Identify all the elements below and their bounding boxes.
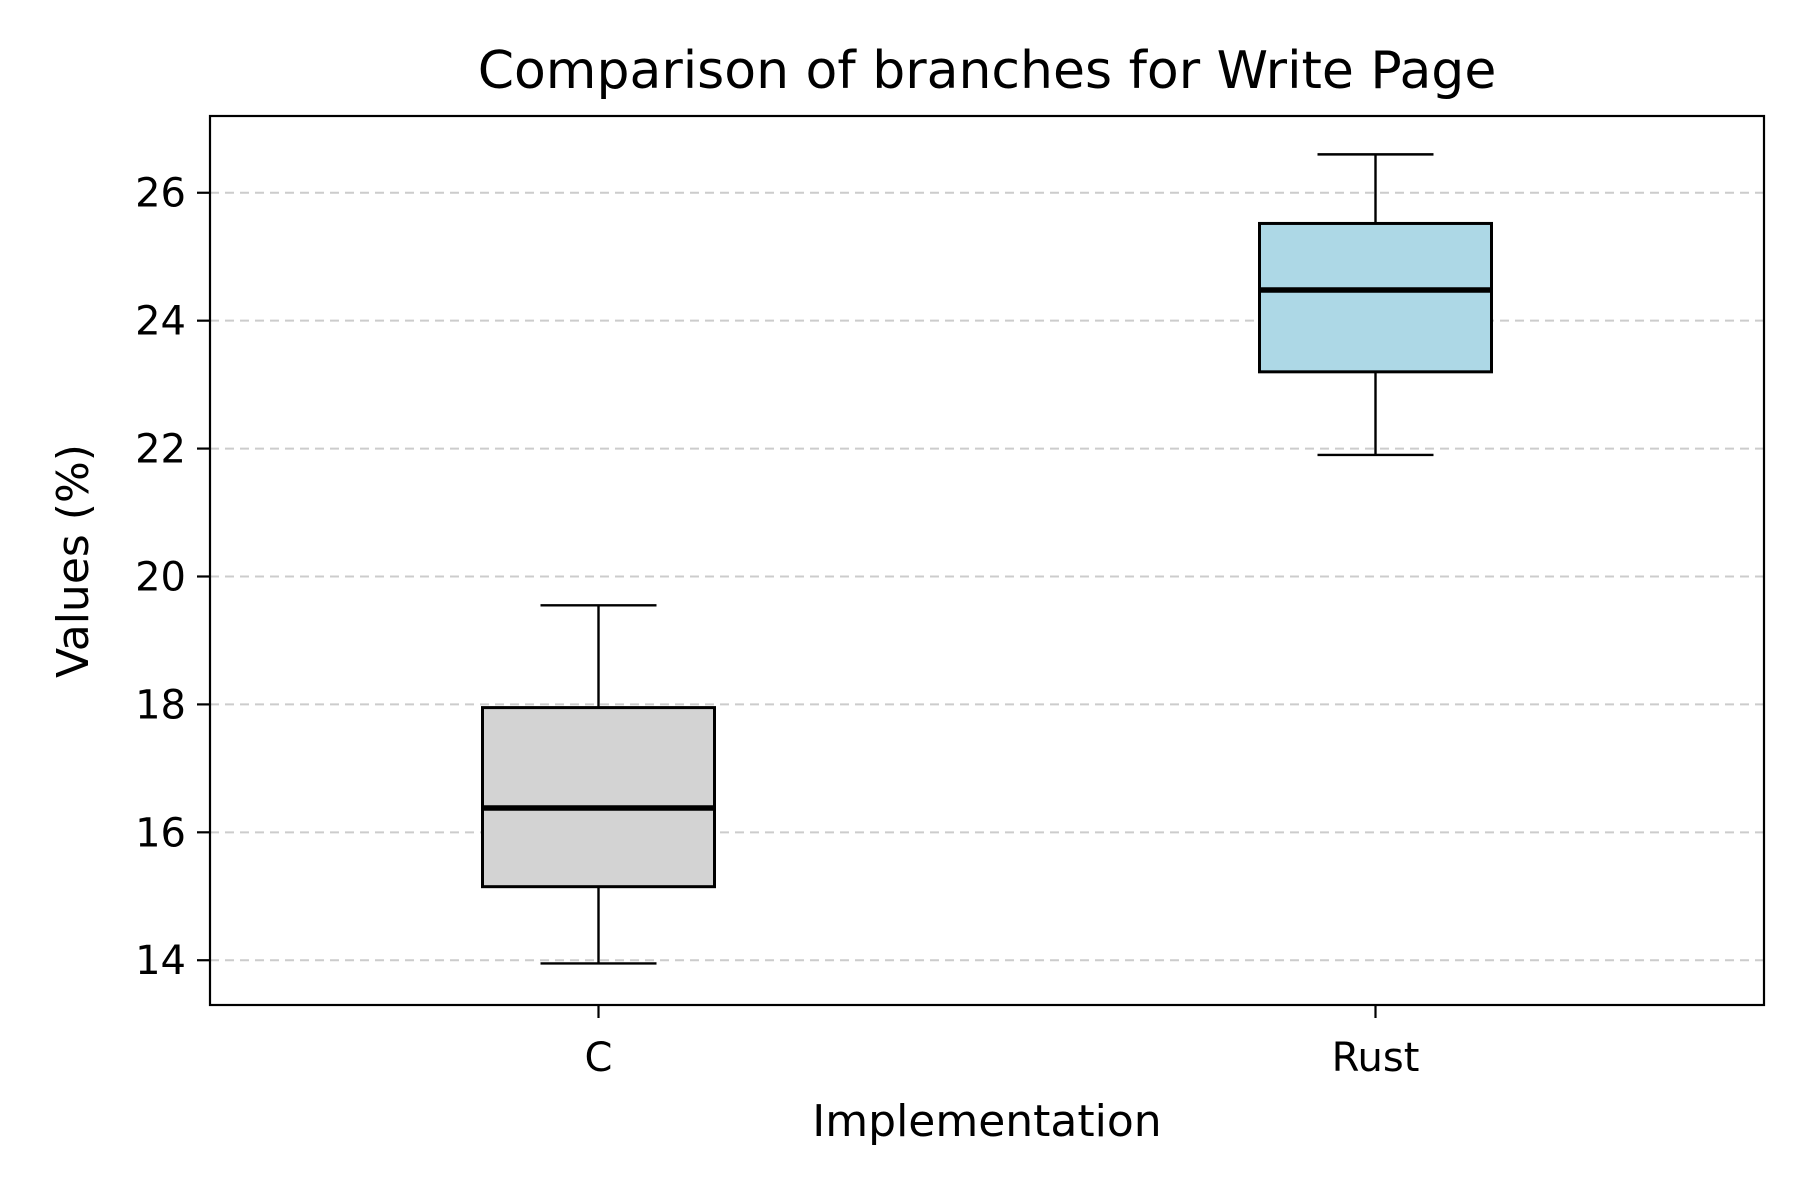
y-axis-ticks: 14 16 18 20 22 24 26: [135, 171, 210, 984]
x-tick-label: C: [585, 1035, 613, 1081]
x-axis-ticks: C Rust: [585, 1005, 1420, 1081]
box-series: [481, 153, 1493, 965]
y-tick-label: 20: [135, 554, 186, 600]
box-c: [481, 604, 716, 965]
grid-lines: [210, 191, 1764, 962]
y-tick-label: 16: [135, 810, 186, 856]
y-tick-label: 24: [135, 299, 186, 345]
iqr-box: [1258, 221, 1493, 374]
x-axis-label: Implementation: [812, 1096, 1161, 1147]
x-tick-label: Rust: [1332, 1035, 1420, 1081]
y-axis-label: Values (%): [48, 444, 99, 678]
plot-area-frame: [208, 114, 1766, 1007]
y-tick-label: 18: [135, 682, 186, 728]
chart-title: Comparison of branches for Write Page: [478, 41, 1497, 101]
y-tick-label: 26: [135, 171, 186, 217]
box-rust: [1258, 153, 1493, 457]
y-tick-label: 14: [135, 938, 186, 984]
y-tick-label: 22: [135, 427, 186, 473]
iqr-box: [481, 706, 716, 889]
